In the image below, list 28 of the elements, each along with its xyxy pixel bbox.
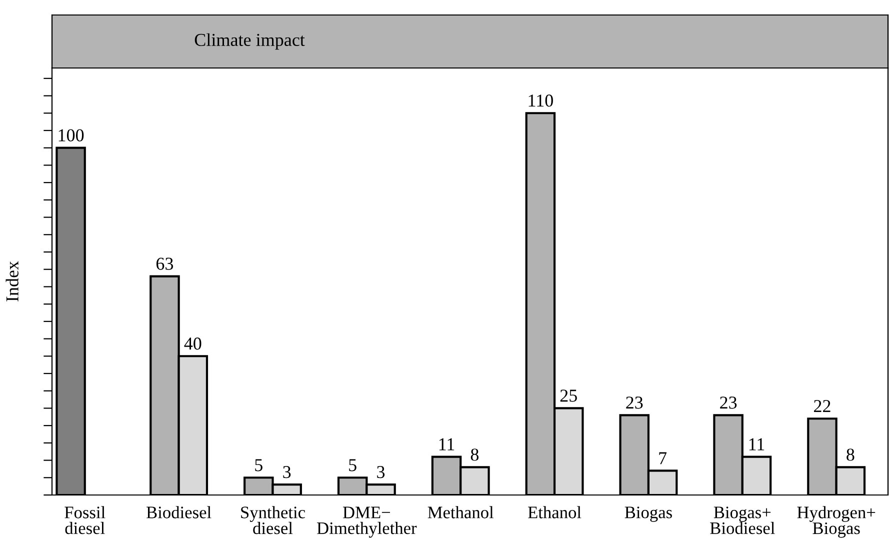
x-tick-label: Hydrogen+ Biogas [797,506,876,538]
data-label: 3 [283,466,291,478]
x-tick-label: Biogas+ Biodiesel [710,506,775,534]
data-label: 3 [377,466,385,478]
x-tick-label: Synthetic diesel [241,506,305,534]
data-label: 11 [749,438,764,450]
data-label: 25 [560,390,577,402]
data-label: 7 [659,452,667,464]
data-label: 8 [470,448,479,461]
x-tick-label: Biodiesel [146,506,212,518]
x-tick-label: DME− Dimethylether [317,506,417,538]
y-axis-title: Index [6,261,18,302]
chart-title: Climate impact [194,33,305,50]
x-tick-label: Biogas [624,506,672,522]
data-label: 23 [720,396,737,409]
x-tick-label: Ethanol [528,506,582,518]
data-label: 40 [184,338,202,350]
data-label: 8 [846,448,854,461]
data-label: 100 [58,129,84,142]
data-label: 22 [814,400,830,412]
data-label: 5 [255,459,262,472]
x-tick-label: Fossil diesel [64,506,106,534]
data-label: 11 [439,438,454,450]
x-tick-label: Methanol [428,506,494,518]
data-label: 63 [156,258,174,270]
data-label: 23 [626,396,643,409]
data-label: 110 [528,94,553,107]
data-label: 5 [349,459,356,472]
